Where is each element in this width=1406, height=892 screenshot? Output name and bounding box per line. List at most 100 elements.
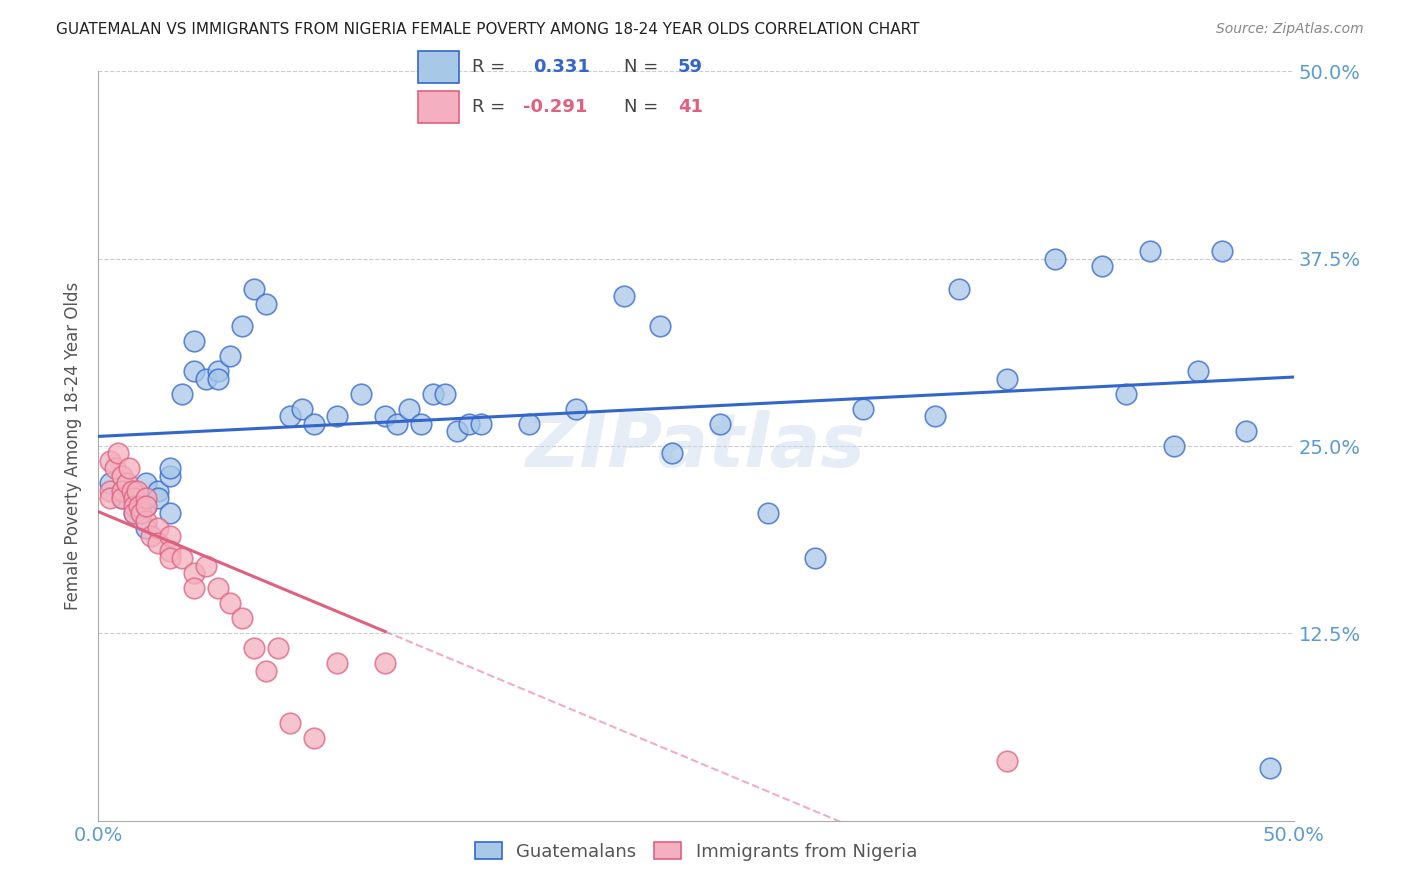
Point: [995, 754, 1018, 768]
Text: Source: ZipAtlas.com: Source: ZipAtlas.com: [1216, 22, 1364, 37]
Point: [118, 461, 141, 475]
Point: [148, 536, 170, 550]
Point: [148, 521, 170, 535]
Point: [804, 551, 827, 566]
Point: [1091, 259, 1114, 273]
Point: [326, 409, 349, 423]
Point: [98, 476, 122, 491]
Point: [291, 401, 314, 416]
Point: [1163, 439, 1185, 453]
Point: [267, 641, 290, 656]
Point: [1234, 424, 1257, 438]
Point: [995, 371, 1018, 385]
Legend: Guatemalans, Immigrants from Nigeria: Guatemalans, Immigrants from Nigeria: [467, 835, 925, 868]
Point: [398, 401, 420, 416]
Point: [254, 296, 277, 310]
Text: ZIPatlas: ZIPatlas: [526, 409, 866, 483]
Point: [98, 454, 122, 468]
Point: [195, 371, 218, 385]
Text: 0.331: 0.331: [533, 58, 589, 76]
Point: [326, 657, 349, 671]
Point: [1211, 244, 1233, 259]
Point: [124, 491, 146, 506]
Point: [148, 491, 170, 506]
Point: [446, 424, 468, 438]
Point: [219, 349, 242, 363]
Point: [111, 483, 134, 498]
Point: [374, 657, 396, 671]
Point: [128, 499, 150, 513]
Text: R =: R =: [472, 58, 505, 76]
Point: [852, 401, 875, 416]
Point: [159, 461, 181, 475]
Bar: [418, 91, 458, 123]
Point: [111, 469, 134, 483]
Point: [135, 499, 157, 513]
Point: [121, 483, 143, 498]
Point: [254, 664, 277, 678]
Point: [183, 566, 205, 581]
Text: R =: R =: [472, 98, 505, 116]
Point: [148, 483, 170, 498]
Point: [231, 319, 253, 334]
Point: [135, 499, 157, 513]
Point: [124, 507, 146, 521]
Text: GUATEMALAN VS IMMIGRANTS FROM NIGERIA FEMALE POVERTY AMONG 18-24 YEAR OLDS CORRE: GUATEMALAN VS IMMIGRANTS FROM NIGERIA FE…: [56, 22, 920, 37]
Point: [278, 716, 301, 731]
Point: [1043, 252, 1066, 266]
Point: [124, 483, 146, 498]
Point: [159, 507, 181, 521]
Point: [195, 558, 218, 573]
Point: [98, 483, 122, 498]
Point: [207, 364, 229, 378]
Point: [104, 461, 127, 475]
Point: [139, 529, 162, 543]
Point: [135, 491, 157, 506]
Point: [172, 551, 194, 566]
Point: [302, 731, 325, 746]
Point: [924, 409, 946, 423]
Point: [183, 334, 205, 348]
Point: [411, 417, 433, 431]
Point: [1139, 244, 1161, 259]
Point: [207, 582, 229, 596]
Point: [159, 551, 181, 566]
Point: [302, 417, 325, 431]
Point: [278, 409, 301, 423]
Y-axis label: Female Poverty Among 18-24 Year Olds: Female Poverty Among 18-24 Year Olds: [65, 282, 83, 610]
Point: [231, 611, 253, 625]
Point: [219, 596, 242, 610]
Point: [434, 386, 457, 401]
Point: [422, 386, 444, 401]
Point: [648, 319, 672, 334]
Point: [135, 521, 157, 535]
Point: [243, 282, 266, 296]
Point: [183, 364, 205, 378]
Point: [613, 289, 636, 303]
Point: [470, 417, 492, 431]
Point: [1258, 761, 1281, 775]
Point: [350, 386, 373, 401]
Point: [172, 386, 194, 401]
Point: [111, 491, 134, 506]
Point: [124, 491, 146, 506]
Point: [948, 282, 970, 296]
Point: [135, 514, 157, 528]
Point: [107, 446, 129, 460]
Point: [135, 476, 157, 491]
Text: 59: 59: [678, 58, 703, 76]
Point: [709, 417, 731, 431]
Point: [159, 544, 181, 558]
Point: [159, 529, 181, 543]
Point: [517, 417, 540, 431]
Point: [111, 491, 134, 506]
Point: [124, 507, 146, 521]
Point: [183, 582, 205, 596]
Point: [98, 491, 122, 506]
Point: [1115, 386, 1137, 401]
Point: [124, 499, 146, 513]
Point: [385, 417, 409, 431]
Point: [131, 507, 153, 521]
Text: N =: N =: [624, 58, 658, 76]
Text: -0.291: -0.291: [523, 98, 588, 116]
